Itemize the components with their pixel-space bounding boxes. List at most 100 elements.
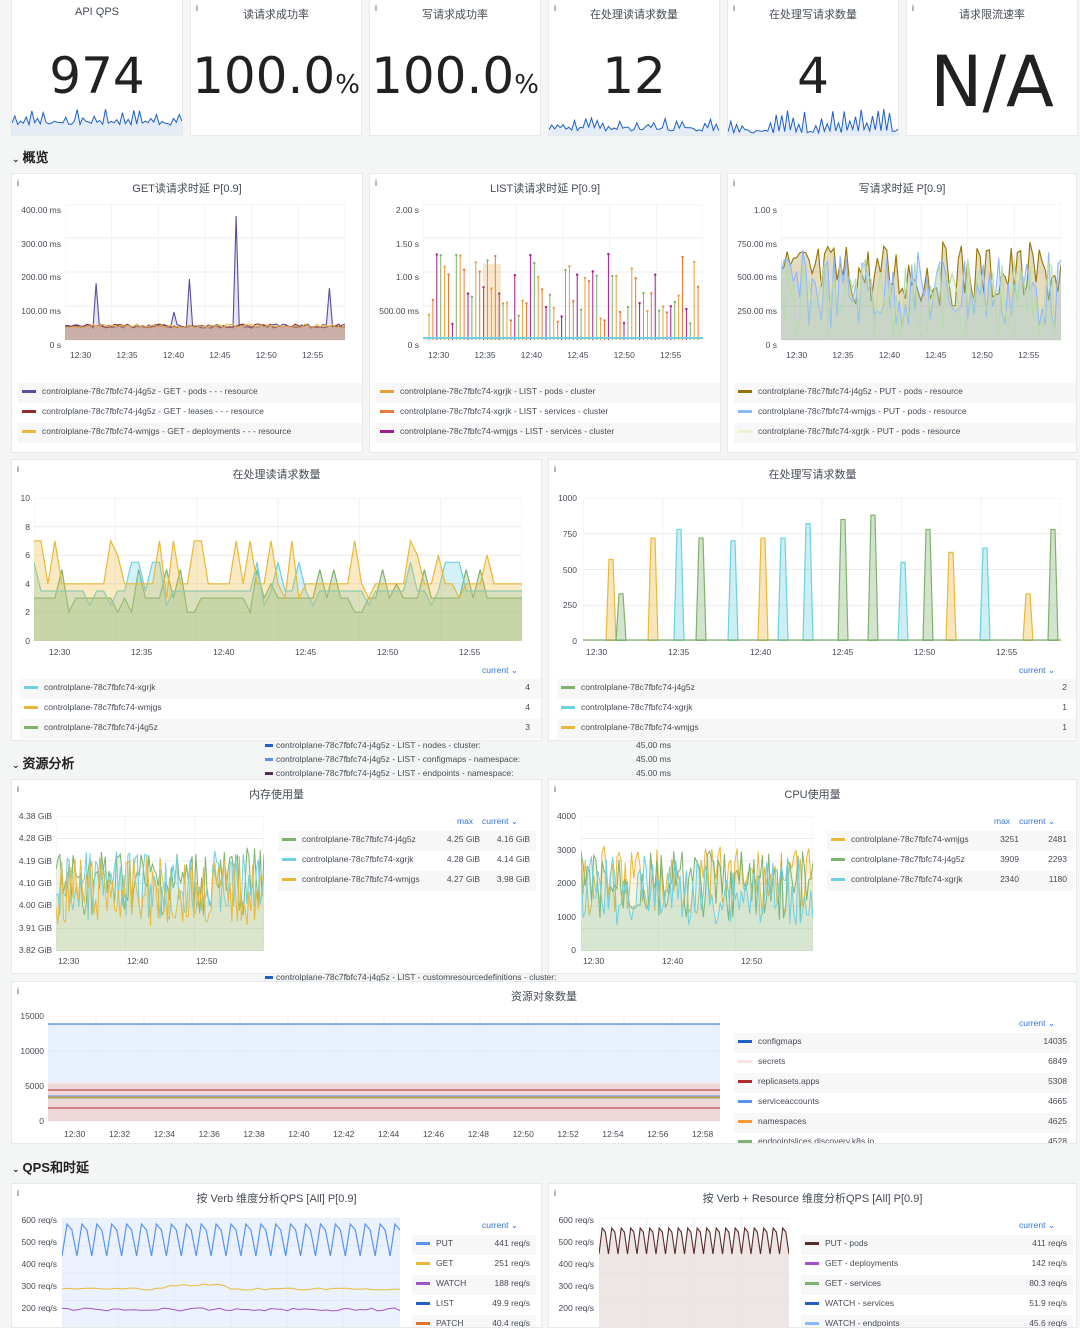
legend-current-header[interactable]: current ⌄ — [1019, 816, 1055, 826]
legend-item[interactable]: configmaps — [738, 1036, 801, 1046]
qps-verb-resource-plot[interactable] — [599, 1218, 789, 1328]
legend-item[interactable]: serviceaccounts — [738, 1096, 819, 1106]
legend-item[interactable]: controlplane-78c7fbfc74-wmjgs - PUT - po… — [738, 406, 967, 416]
objects-plot[interactable] — [48, 1016, 720, 1124]
legend-item[interactable]: controlplane-78c7fbfc74-j4g5z - GET - le… — [22, 406, 264, 416]
legend-item[interactable]: controlplane-78c7fbfc74-j4g5z — [24, 722, 158, 732]
legend-row-bg — [557, 719, 1076, 739]
legend-current-header[interactable]: current ⌄ — [482, 816, 518, 826]
series-point — [494, 254, 497, 258]
legend-current: 2481 — [1048, 834, 1067, 844]
legend-item[interactable]: controlplane-78c7fbfc74-j4g5z — [561, 682, 695, 692]
legend-item[interactable]: controlplane-78c7fbfc74-j4g5z - GET - po… — [22, 386, 258, 396]
legend-max-header[interactable]: max — [994, 816, 1011, 826]
legend-current-header[interactable]: current ⌄ — [482, 1220, 518, 1230]
info-icon[interactable]: i — [554, 464, 556, 474]
series-point — [564, 268, 567, 272]
info-icon[interactable]: i — [17, 464, 19, 474]
write-latency-plot[interactable] — [781, 204, 1061, 349]
info-icon[interactable]: i — [375, 3, 377, 13]
x-tick: 12:40 — [288, 1129, 310, 1139]
write-inflight-plot[interactable] — [583, 498, 1061, 641]
cpu-plot[interactable] — [581, 816, 813, 951]
legend-max: 4.25 GiB — [446, 834, 480, 844]
y-tick: 600 req/s — [558, 1215, 594, 1225]
legend-label: controlplane-78c7fbfc74-xgrjk - PUT - po… — [758, 426, 961, 436]
info-icon[interactable]: i — [733, 178, 735, 188]
legend-item[interactable]: PATCH — [416, 1318, 464, 1327]
info-icon[interactable]: i — [375, 178, 377, 188]
sparkline-line — [12, 109, 182, 127]
legend-item[interactable]: controlplane-78c7fbfc74-xgrjk - LIST - p… — [380, 386, 595, 396]
legend-item[interactable]: WATCH - endpoints — [805, 1318, 900, 1327]
info-icon[interactable]: i — [554, 1188, 556, 1198]
legend-item[interactable]: controlplane-78c7fbfc74-xgrjk — [24, 682, 156, 692]
panel-title: 在处理读请求数量 — [232, 469, 321, 481]
x-tick: 12:50 — [741, 956, 763, 966]
x-tick: 12:40 — [750, 647, 772, 657]
qps-verb-plot[interactable] — [62, 1218, 400, 1328]
legend-item[interactable]: GET — [416, 1258, 453, 1268]
legend-item[interactable]: WATCH - services — [805, 1298, 894, 1308]
stat-value-unit: % — [335, 70, 360, 100]
legend-current-header[interactable]: current ⌄ — [1019, 1220, 1055, 1230]
legend-item[interactable]: controlplane-78c7fbfc74-xgrjk — [282, 854, 414, 864]
legend-item[interactable]: controlplane-78c7fbfc74-wmjgs - LIST - s… — [380, 426, 614, 436]
legend-label: configmaps — [758, 1036, 802, 1046]
legend-item[interactable]: controlplane-78c7fbfc74-wmjgs — [561, 722, 699, 732]
legend-item[interactable]: controlplane-78c7fbfc74-xgrjk - PUT - po… — [738, 426, 961, 436]
legend-swatch — [561, 686, 575, 690]
legend-item[interactable]: endpointslices.discovery.k8s.io — [738, 1136, 874, 1143]
legend-item[interactable]: controlplane-78c7fbfc74-xgrjk — [561, 702, 693, 712]
legend-item[interactable]: controlplane-78c7fbfc74-wmjgs — [282, 874, 420, 884]
legend-swatch — [805, 1322, 819, 1326]
info-icon[interactable]: i — [17, 986, 19, 996]
legend-row-bg — [278, 831, 536, 851]
legend-item[interactable]: replicasets.apps — [738, 1076, 819, 1086]
legend-item[interactable]: controlplane-78c7fbfc74-wmjgs — [24, 702, 162, 712]
memory-plot[interactable] — [56, 816, 264, 951]
legend-item[interactable]: GET - deployments — [805, 1258, 898, 1268]
legend-current-header[interactable]: current ⌄ — [482, 665, 518, 675]
get-latency-plot[interactable] — [65, 204, 345, 349]
legend-item[interactable]: controlplane-78c7fbfc74-xgrjk — [831, 874, 963, 884]
info-icon[interactable]: i — [733, 3, 735, 13]
y-tick: 250.00 ms — [737, 306, 777, 316]
legend-item[interactable]: WATCH — [416, 1278, 466, 1288]
row-qps[interactable]: ⌄ QPS和时延 — [12, 1157, 89, 1176]
info-icon[interactable]: i — [554, 784, 556, 794]
legend-current-header[interactable]: current ⌄ — [1019, 1018, 1055, 1028]
legend-item[interactable]: secrets — [738, 1056, 785, 1066]
legend-item[interactable]: PUT — [416, 1238, 453, 1248]
legend-item[interactable]: LIST — [416, 1298, 454, 1308]
info-icon[interactable]: i — [196, 3, 198, 13]
sparkline — [549, 116, 719, 135]
info-icon[interactable]: i — [554, 3, 556, 13]
row-overview[interactable]: ⌄ 概览 — [12, 147, 49, 166]
stat-value: 974 — [12, 47, 182, 105]
read-inflight-plot[interactable] — [34, 498, 522, 641]
legend-item[interactable]: controlplane-78c7fbfc74-j4g5z — [831, 854, 965, 864]
legend-item[interactable]: controlplane-78c7fbfc74-wmjgs — [831, 834, 969, 844]
info-icon[interactable]: i — [912, 3, 914, 13]
legend-current-header[interactable]: current ⌄ — [1019, 665, 1055, 675]
info-icon[interactable]: i — [17, 1188, 19, 1198]
series-point — [650, 292, 653, 295]
legend-item[interactable]: controlplane-78c7fbfc74-j4g5z — [282, 834, 416, 844]
legend-current: 1180 — [1048, 874, 1067, 884]
legend-item[interactable]: controlplane-78c7fbfc74-xgrjk - LIST - s… — [380, 406, 608, 416]
legend-current: 2293 — [1048, 854, 1067, 864]
legend-max-header[interactable]: max — [457, 816, 474, 826]
legend-label: controlplane-78c7fbfc74-wmjgs - PUT - po… — [758, 406, 967, 416]
legend-item[interactable]: namespaces — [738, 1116, 806, 1126]
y-tick: 0 s — [49, 340, 61, 350]
legend-item[interactable]: GET - services — [805, 1278, 881, 1288]
legend-item[interactable]: controlplane-78c7fbfc74-wmjgs - GET - de… — [22, 426, 291, 436]
legend-item[interactable]: controlplane-78c7fbfc74-j4g5z - PUT - po… — [738, 386, 963, 396]
y-tick: 5000 — [25, 1081, 44, 1091]
info-icon[interactable]: i — [17, 784, 19, 794]
legend-item[interactable]: PUT - pods — [805, 1238, 868, 1248]
list-latency-plot[interactable] — [423, 204, 703, 349]
info-icon[interactable]: i — [17, 178, 19, 188]
row-resource[interactable]: ⌄ 资源分析 — [12, 753, 75, 772]
